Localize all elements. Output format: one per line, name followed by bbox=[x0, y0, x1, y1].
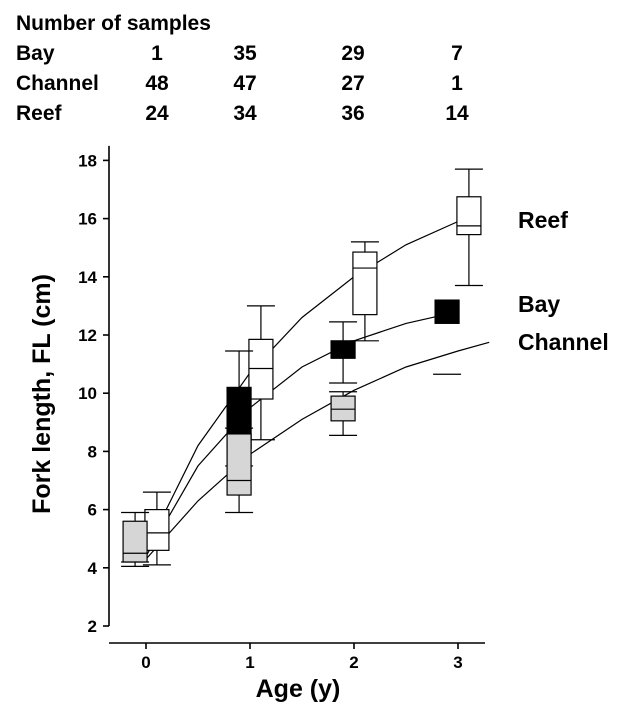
box-body-bay-3 bbox=[434, 299, 460, 324]
box-body-reef-0 bbox=[144, 509, 170, 551]
table-row-label-bay: Bay bbox=[16, 42, 55, 65]
x-tick-label-3: 3 bbox=[453, 653, 462, 672]
box-reef-age-0 bbox=[142, 491, 171, 566]
sample-table-title: Number of samples bbox=[16, 12, 211, 35]
box-body-channel-0 bbox=[122, 520, 148, 563]
x-axis-label: Age (y) bbox=[256, 675, 341, 703]
box-bay-age-3 bbox=[434, 299, 460, 324]
y-tick-label-12: 12 bbox=[78, 326, 97, 345]
table-cell-channel-age-1: 47 bbox=[233, 72, 256, 95]
box-body-reef-1 bbox=[248, 338, 274, 400]
box-channel-age-2 bbox=[329, 391, 358, 436]
table-cell-reef-age-0: 24 bbox=[145, 102, 169, 125]
curve-label-bay: Bay bbox=[518, 291, 560, 317]
table-cell-reef-age-1: 34 bbox=[233, 102, 257, 125]
y-tick-label-8: 8 bbox=[88, 442, 97, 461]
table-cell-bay-age-1: 35 bbox=[233, 42, 257, 65]
growth-curves bbox=[145, 220, 490, 560]
table-cell-bay-age-2: 29 bbox=[341, 42, 364, 65]
table-cell-reef-age-3: 14 bbox=[445, 102, 469, 125]
x-tick-label-1: 1 bbox=[245, 653, 254, 672]
curve-channel bbox=[145, 341, 490, 560]
y-tick-label-10: 10 bbox=[78, 384, 97, 403]
box-bay-age-2 bbox=[329, 321, 358, 384]
curve-bay bbox=[145, 311, 459, 557]
x-tick-label-2: 2 bbox=[349, 653, 358, 672]
curve-reef bbox=[145, 220, 459, 551]
sample-table: Number of samples Bay 1 35 29 7 Channel 48 47 27… bbox=[16, 12, 469, 125]
y-tick-label-18: 18 bbox=[78, 151, 97, 170]
table-row-label-channel: Channel bbox=[16, 72, 99, 95]
box-channel-age-0 bbox=[121, 511, 150, 567]
box-body-reef-2 bbox=[352, 251, 378, 316]
box-body-channel-1 bbox=[226, 433, 252, 496]
box-reef-age-2 bbox=[350, 241, 379, 342]
table-cell-channel-age-3: 1 bbox=[451, 72, 463, 95]
table-cell-channel-age-0: 48 bbox=[145, 72, 169, 95]
table-cell-channel-age-2: 27 bbox=[341, 72, 364, 95]
y-tick-label-6: 6 bbox=[88, 501, 97, 520]
box-channel-age-1 bbox=[225, 427, 254, 514]
x-tick-label-0: 0 bbox=[141, 653, 150, 672]
labels: Age (y) Fork length, FL (cm) Reef Bay Chan… bbox=[28, 207, 609, 703]
box-body-reef-3 bbox=[456, 196, 482, 236]
table-cell-bay-age-3: 7 bbox=[451, 42, 463, 65]
curve-label-reef: Reef bbox=[518, 207, 568, 233]
y-tick-label-4: 4 bbox=[88, 559, 98, 578]
table-cell-bay-age-0: 1 bbox=[151, 42, 163, 65]
table-cell-reef-age-2: 36 bbox=[341, 102, 364, 125]
y-axis-label: Fork length, FL (cm) bbox=[28, 274, 56, 514]
table-row-label-reef: Reef bbox=[16, 102, 63, 125]
box-body-channel-2 bbox=[330, 395, 356, 422]
curve-label-channel: Channel bbox=[518, 329, 609, 355]
box-reef-age-3 bbox=[454, 168, 483, 287]
y-tick-label-16: 16 bbox=[78, 210, 97, 229]
y-tick-label-2: 2 bbox=[88, 617, 97, 636]
y-tick-label-14: 14 bbox=[78, 268, 97, 287]
box-plots bbox=[121, 168, 483, 567]
